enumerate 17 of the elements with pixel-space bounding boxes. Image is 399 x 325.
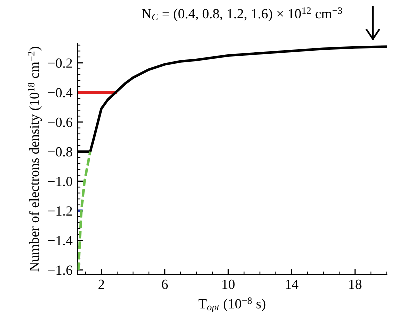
- x-tick-label: 14: [286, 280, 299, 290]
- y-tick-label: −1.0: [48, 177, 72, 186]
- x-axis-title: T$_{opt}$ (10$^{−8}$ s): [198, 298, 266, 313]
- y-tick-label: −0.2: [48, 58, 72, 68]
- line-series: [78, 150, 92, 272]
- y-axis-title: Number of electrons density (10$^{18}$ cm$^{−2}$): [28, 47, 42, 272]
- x-tick-label: 10: [222, 280, 235, 290]
- text: N$_{C}$ = (0.4, 0.8, 1.2, 1.6) × 10$^{12}$ cm$^{−3}$: [142, 8, 342, 22]
- x-tick-label: 18: [350, 280, 362, 290]
- y-tick-label: −0.8: [48, 147, 72, 157]
- y-tick-label: −0.6: [48, 118, 73, 128]
- y-tick-label: −0.4: [48, 88, 73, 98]
- x-tick-label: 6: [162, 280, 168, 290]
- y-tick-label: −1.4: [48, 236, 73, 246]
- y-tick-label: −1.6: [48, 266, 73, 276]
- y-tick-label: −1.2: [48, 206, 72, 216]
- x-tick-label: 2: [98, 280, 104, 290]
